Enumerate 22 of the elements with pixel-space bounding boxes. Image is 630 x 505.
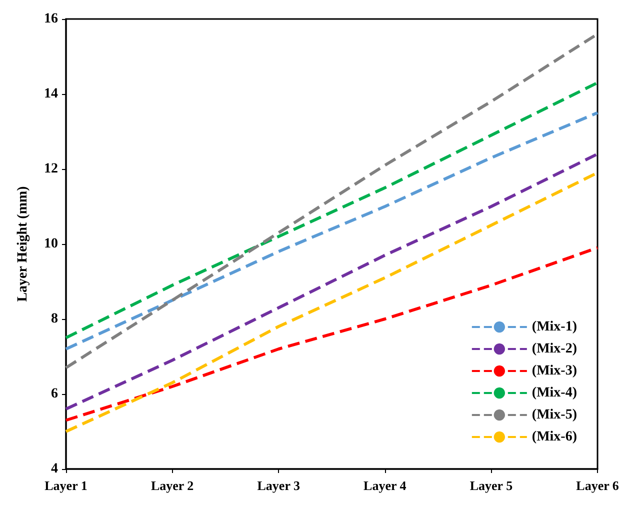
legend-label: (Mix-4) xyxy=(532,386,578,400)
y-tick-label: 14 xyxy=(44,86,58,102)
x-tick-label: Layer 1 xyxy=(44,478,88,493)
x-tick-label: Layer 6 xyxy=(576,478,620,493)
y-tick-label: 10 xyxy=(44,236,58,252)
legend-label: (Mix-1) xyxy=(532,320,578,334)
y-tick-label: 12 xyxy=(44,162,58,176)
x-tick-label: Layer 2 xyxy=(150,478,194,493)
legend-label: (Mix-2) xyxy=(532,342,578,356)
x-tick-label: Layer 4 xyxy=(364,478,407,493)
y-tick-label: 6 xyxy=(51,386,58,402)
line-series xyxy=(64,81,600,340)
legend-label: (Mix-3) xyxy=(532,364,578,378)
y-tick-label: 16 xyxy=(44,12,58,26)
line-series xyxy=(64,246,600,422)
x-tick-label: Layer 3 xyxy=(257,478,300,493)
x-tick-label: Layer 5 xyxy=(470,478,514,493)
y-tick-label: 8 xyxy=(51,312,58,326)
y-axis-title: Layer Height (mm) xyxy=(16,186,30,302)
y-tick-label: 4 xyxy=(51,462,58,476)
legend-label: (Mix-6) xyxy=(532,430,578,444)
legend-label: (Mix-5) xyxy=(532,408,578,422)
